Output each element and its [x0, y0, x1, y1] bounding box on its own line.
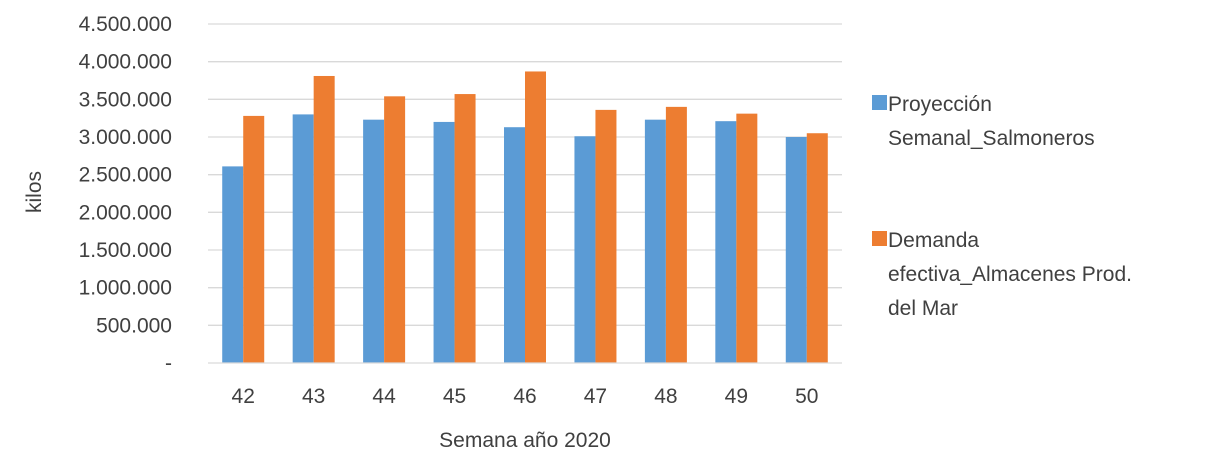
legend-label: Proyección — [888, 93, 992, 116]
bars — [222, 71, 828, 364]
legend-swatch — [872, 95, 887, 110]
legend-label: Semanal_Salmoneros — [888, 127, 1095, 150]
legend: Proyección Semanal_Salmoneros Demanda efect… — [872, 93, 1132, 320]
x-axis-tick-labels: 42 43 44 45 46 47 48 49 50 — [232, 385, 819, 408]
y-tick-label: 3.000.000 — [79, 126, 172, 149]
x-tick-label: 45 — [443, 385, 466, 408]
legend-label: del Mar — [888, 297, 958, 320]
legend-label: Demanda — [888, 229, 979, 252]
bar-proyeccion-43 — [292, 114, 314, 364]
y-tick-label: 1.000.000 — [79, 277, 172, 300]
x-tick-label: 49 — [725, 385, 748, 408]
y-tick-label: 4.500.000 — [79, 13, 172, 36]
bar-proyeccion-45 — [433, 121, 455, 363]
bar-demanda-46 — [525, 71, 546, 364]
bar-demanda-42 — [243, 115, 265, 363]
bar-proyeccion-48 — [644, 119, 666, 363]
x-tick-label: 50 — [795, 385, 818, 408]
bar-demanda-45 — [454, 94, 476, 363]
x-tick-label: 44 — [372, 385, 396, 408]
legend-label: efectiva_Almacenes Prod. — [888, 263, 1132, 286]
bar-demanda-48 — [665, 106, 687, 363]
bar-demanda-50 — [806, 133, 828, 363]
x-tick-label: 42 — [232, 385, 255, 408]
bar-demanda-43 — [313, 75, 335, 363]
bar-proyeccion-44 — [363, 119, 385, 363]
bar-proyeccion-49 — [715, 121, 737, 364]
bar-proyeccion-42 — [222, 166, 244, 363]
x-tick-label: 47 — [584, 385, 607, 408]
y-tick-label: 1.500.000 — [79, 239, 172, 262]
bar-proyeccion-50 — [785, 137, 807, 363]
y-tick-label: 4.000.000 — [79, 51, 172, 74]
y-tick-label: 500.000 — [96, 314, 172, 337]
bar-demanda-49 — [736, 113, 758, 363]
x-axis-title: Semana año 2020 — [439, 429, 611, 450]
bar-proyeccion-47 — [574, 136, 596, 363]
y-tick-label: 2.000.000 — [79, 201, 172, 224]
y-axis-tick-labels: - 500.000 1.000.000 1.500.000 2.000.000 2.500… — [79, 13, 172, 375]
y-tick-label: 3.500.000 — [79, 88, 172, 111]
y-axis-title: kilos — [23, 171, 46, 213]
x-tick-label: 48 — [654, 385, 677, 408]
legend-swatch — [872, 231, 887, 246]
y-tick-label: 2.500.000 — [79, 164, 172, 187]
y-tick-label: - — [165, 352, 172, 375]
x-tick-label: 43 — [302, 385, 325, 408]
bar-proyeccion-46 — [504, 127, 525, 363]
x-tick-label: 46 — [513, 385, 536, 408]
bar-demanda-44 — [384, 96, 406, 363]
bar-demanda-47 — [595, 109, 617, 363]
